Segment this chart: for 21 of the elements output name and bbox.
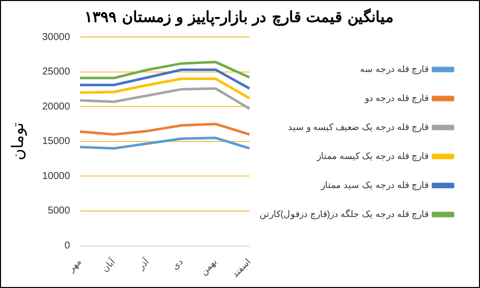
legend-label: قارچ قله درجه سه [360,64,428,75]
y-axis-title: تومان [8,122,27,160]
legend-label: قارچ قله درجه یک ضعیف کیسه و سید [288,122,428,133]
legend-label: قارچ قله درجه یک کیسه ممتاز [316,150,428,162]
legend-label: قارچ قله درجه یک جلگه دز(قارچ دزفول)کارتن [260,208,428,220]
y-tick-label: 30000 [42,32,70,43]
x-tick-label: بهمن [199,257,220,278]
y-tick-label: 25000 [42,66,70,78]
x-tick-label: مهر [66,257,84,275]
x-tick-label: اسفند [230,257,254,280]
y-tick-label: 0 [64,240,70,252]
x-tick-label: دی [170,257,186,272]
y-tick-label: 5000 [48,206,70,217]
chart-title: میانگین قیمت قارچ در بازار-پاییز و زمستان ۱۳۹۹ [84,8,394,27]
legend-label: قارچ قله درجه یک سید ممتاز [320,180,428,191]
x-tick-label: آذر [134,256,152,273]
y-tick-label: 20000 [42,101,70,112]
x-tick-label: آبان [99,256,118,275]
y-tick-label: 10000 [42,170,70,182]
legend-label: قارچ قله درجه دو [364,92,428,104]
y-tick-label: 15000 [42,136,70,148]
